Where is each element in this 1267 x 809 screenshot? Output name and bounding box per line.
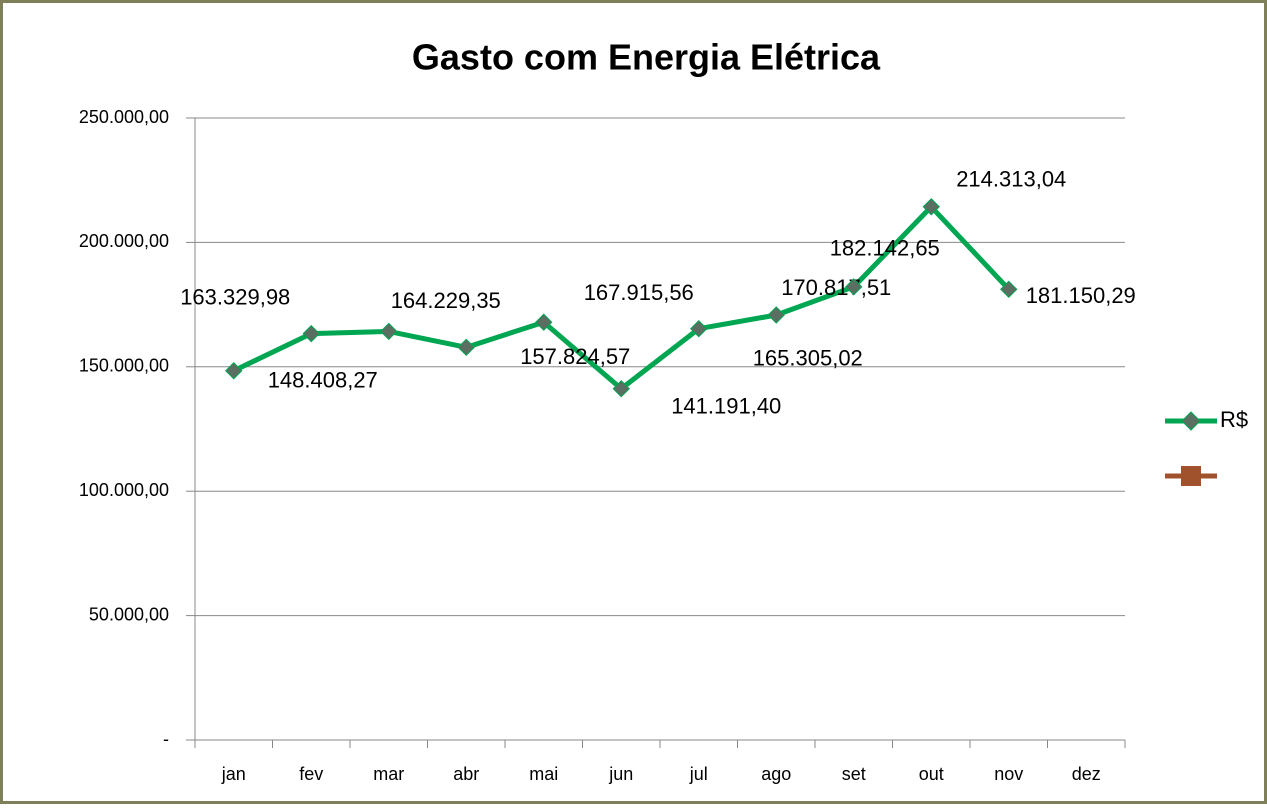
data-label: 182.142,65 [830,236,940,261]
legend-marker [1181,466,1201,486]
x-tick-label: nov [994,764,1023,784]
x-tick-label: set [842,764,866,784]
x-tick-label: jul [689,764,708,784]
x-tick-label: jun [608,764,633,784]
data-label: 181.150,29 [1026,283,1136,308]
data-label: 164.229,35 [391,288,501,313]
data-label: 165.305,02 [753,346,863,371]
y-tick-label: 100.000,00 [79,480,169,500]
marker [767,306,785,324]
marker [457,338,475,357]
marker [225,362,243,380]
y-tick-label: 150.000,00 [79,356,169,376]
y-tick-label: 250.000,00 [79,107,169,127]
data-label: 167.915,56 [584,280,694,305]
data-label: 148.408,27 [268,368,378,393]
x-tick-label: jan [221,764,246,784]
x-tick-label: mar [373,764,404,784]
marker [845,278,863,296]
x-tick-label: out [919,764,944,784]
y-tick-label: 50.000,00 [89,604,169,624]
legend-marker [1181,411,1201,431]
chart-title: Gasto com Energia Elétrica [412,37,881,78]
data-label: 163.329,98 [180,284,290,309]
x-tick-label: ago [761,764,791,784]
data-label: 157.824,57 [520,344,630,369]
marker [922,198,940,216]
data-label: 141.191,40 [671,394,781,419]
marker [535,313,553,331]
marker [612,380,630,398]
marker [302,324,320,343]
data-label: 170.817,51 [781,275,891,300]
x-tick-label: mai [529,764,558,784]
x-tick-label: dez [1072,764,1101,784]
y-tick-label: 200.000,00 [79,231,169,251]
y-tick-label: - [163,729,169,749]
marker [380,322,398,341]
data-label: 214.313,04 [956,167,1066,192]
marker [690,320,708,338]
marker [1000,280,1018,299]
x-tick-label: abr [453,764,479,784]
x-tick-label: fev [299,764,323,784]
legend-label: R$ [1220,407,1248,432]
